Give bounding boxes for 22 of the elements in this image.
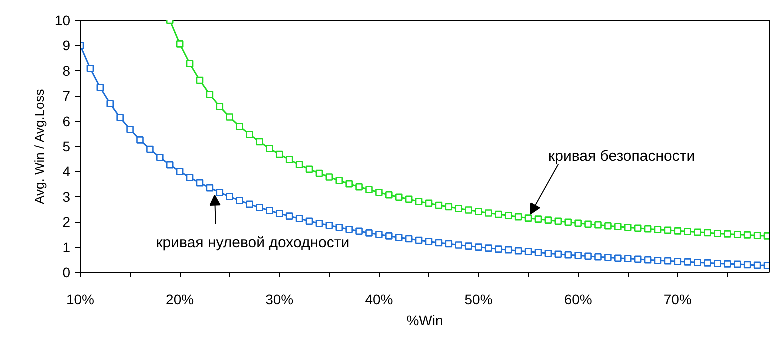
x-axis-title: %Win bbox=[406, 312, 444, 328]
y-tick-label: 10 bbox=[54, 12, 71, 28]
x-tick-label: 60% bbox=[564, 292, 592, 308]
x-tick-label: 20% bbox=[166, 292, 194, 308]
y-tick-label: 2 bbox=[62, 214, 71, 230]
y-tick-label: 1 bbox=[62, 239, 71, 256]
x-tick-label: 70% bbox=[664, 292, 692, 308]
y-tick-label: 3 bbox=[62, 188, 71, 205]
x-tick-label: 10% bbox=[66, 292, 95, 308]
y-tick-label: 5 bbox=[62, 138, 71, 154]
x-tick-label: 30% bbox=[266, 292, 294, 308]
y-tick-label: 8 bbox=[62, 62, 71, 79]
y-tick-label: 9 bbox=[62, 38, 71, 54]
y-axis-title: Avg. Win / Avg.Loss bbox=[32, 88, 47, 204]
y-tick-label: 0 bbox=[62, 264, 71, 280]
y-tick-label: 7 bbox=[62, 88, 71, 104]
y-tick-label: 4 bbox=[62, 164, 71, 180]
y-tick-label: 6 bbox=[62, 113, 71, 130]
annotation: кривая безопасности bbox=[548, 148, 696, 165]
annotation: кривая нулевой доходности bbox=[156, 234, 350, 252]
x-tick-label: 40% bbox=[365, 292, 394, 308]
x-tick-label: 50% bbox=[464, 292, 493, 308]
